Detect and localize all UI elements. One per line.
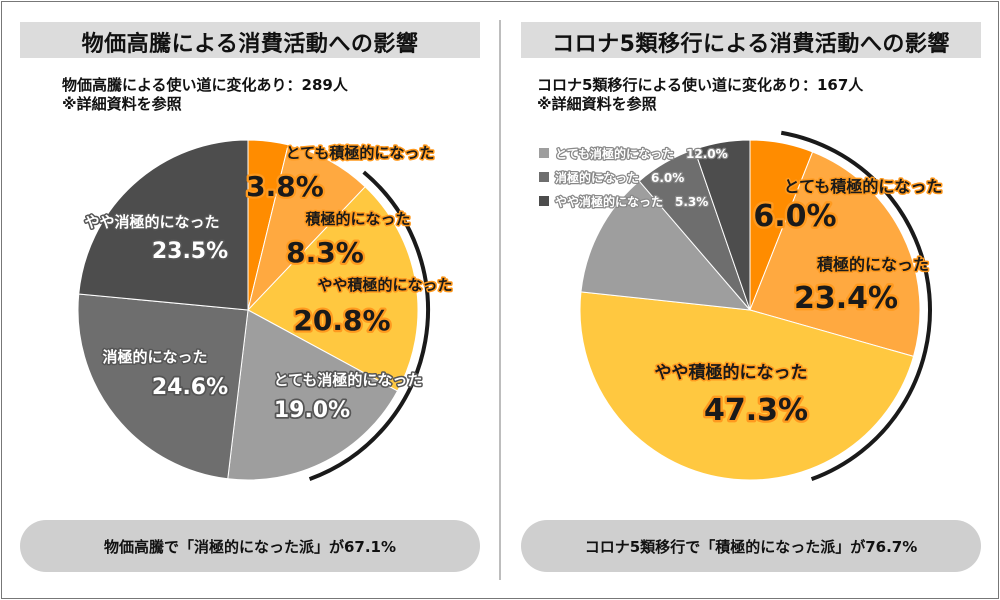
left-label-category-5: 消極的になった — [102, 348, 207, 366]
left-summary-text: 物価高騰で「消極的になった派」が67.1% — [103, 538, 397, 556]
right-summary-text: コロナ5類移行で「積極的になった派」が76.7% — [584, 538, 918, 556]
right-slice-4 — [580, 180, 752, 311]
left-label-value-5: 24.6% — [152, 375, 228, 400]
left-subtitle: 物価高騰による使い道に変化あり：289人 ※詳細資料を参照 — [62, 76, 348, 114]
right-label-value-1: 6.0% — [753, 199, 836, 234]
left-chart-title: 物価高騰による消費活動への影響 — [81, 32, 419, 57]
right-summary-pill: コロナ5類移行で「積極的になった派」が76.7% — [521, 520, 981, 572]
left-subtitle-count: 物価高騰による使い道に変化あり：289人 — [62, 76, 348, 94]
right-legend-entry-2: 消極的になった 6.0% — [555, 170, 684, 185]
left-pie-chart: とても積極的になった 3.8% 積極的になった 8.3% やや積極的になった 20.8% と… — [77, 139, 454, 482]
left-label-value-6: 23.5% — [152, 239, 228, 264]
left-slice-5 — [77, 293, 249, 480]
right-legend-entry-1: とても消極的になった 12.0% — [555, 146, 728, 161]
right-label-value-2: 23.4% — [794, 281, 898, 316]
right-label-category-2: 積極的になった — [816, 255, 929, 274]
left-label-category-2: 積極的になった — [304, 210, 410, 228]
left-slice-3 — [247, 186, 419, 392]
left-label-category-4: とても消極的になった — [274, 371, 423, 389]
right-legend-swatch-2 — [539, 172, 549, 182]
right-label-category-3: やや積極的になった — [655, 362, 808, 383]
right-slice-2 — [749, 151, 921, 358]
left-outer-arc — [308, 170, 430, 482]
left-label-category-3: やや積極的になった — [317, 276, 452, 294]
right-subtitle-count: コロナ5類移行による使い道に変化あり：167人 — [537, 76, 864, 94]
right-chart-title: コロナ5類移行による消費活動への影響 — [552, 32, 950, 57]
left-subtitle-note: ※詳細資料を参照 — [62, 95, 182, 113]
left-label-value-4: 19.0% — [274, 398, 350, 423]
right-pie-chart: とても積極的になった 6.0% 積極的になった 23.4% やや積極的になった 47.3%… — [539, 130, 944, 482]
left-slice-6 — [78, 139, 249, 311]
right-legend-swatch-3 — [539, 196, 549, 206]
left-label-value-3: 20.8% — [293, 304, 390, 337]
left-panel: 物価高騰による消費活動への影響 物価高騰による使い道に変化あり：289人 ※詳細… — [0, 0, 499, 598]
right-slice-3 — [579, 291, 915, 481]
right-label-value-3: 47.3% — [704, 393, 808, 428]
left-label-category-6: やや消極的になった — [84, 213, 219, 231]
left-label-category-1: とても積極的になった — [286, 144, 435, 162]
right-label-category-1: とても積極的になった — [784, 177, 943, 196]
panel-divider — [499, 20, 501, 580]
left-slice-2 — [247, 144, 366, 312]
left-label-value-2: 8.3% — [286, 236, 364, 269]
right-outer-arc — [780, 130, 932, 482]
right-legend-entry-3: やや消極的になった 5.3% — [555, 194, 708, 209]
right-legend-swatch-1 — [539, 148, 549, 158]
right-title-bar: コロナ5類移行による消費活動への影響 — [521, 22, 981, 58]
right-panel: コロナ5類移行による消費活動への影響 コロナ5類移行による使い道に変化あり：16… — [501, 0, 1000, 598]
right-subtitle-note: ※詳細資料を参照 — [537, 95, 657, 113]
left-title-bar: 物価高騰による消費活動への影響 — [20, 22, 480, 58]
right-subtitle: コロナ5類移行による使い道に変化あり：167人 ※詳細資料を参照 — [537, 76, 863, 114]
left-slice-4 — [227, 309, 399, 481]
left-summary-pill: 物価高騰で「消極的になった派」が67.1% — [20, 520, 480, 572]
right-slice-6 — [693, 139, 751, 311]
left-label-value-1: 3.8% — [246, 170, 324, 203]
